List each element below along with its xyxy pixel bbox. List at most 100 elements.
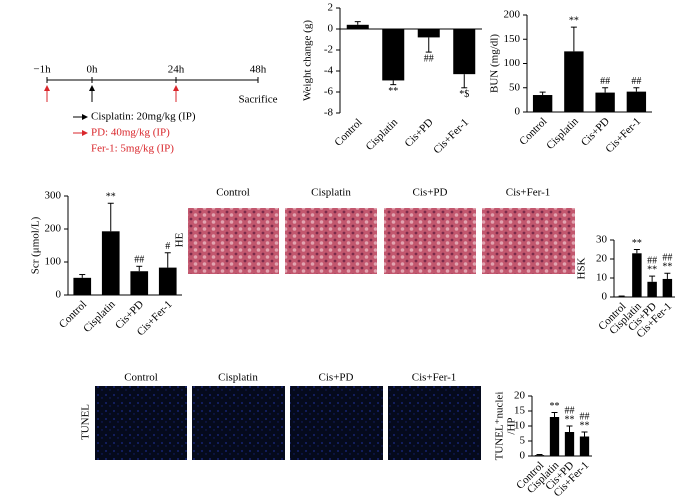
micrograph bbox=[384, 208, 476, 274]
y-tick-label: 0 bbox=[602, 291, 608, 303]
significance: ** bbox=[647, 264, 657, 275]
bar bbox=[382, 29, 405, 81]
significance: *$ bbox=[459, 89, 469, 100]
y-tick-label: 100 bbox=[45, 256, 62, 268]
y-tick-label: -4 bbox=[324, 65, 334, 77]
legend-text: Cisplatin: 20mg/kg (IP) bbox=[91, 111, 196, 123]
y-axis-label: TUNEL⁺nuclei bbox=[494, 392, 506, 461]
significance: ** bbox=[569, 15, 579, 26]
timeline: −1h 0h 24h 48h Sacrifice Cisplatin: 20mg… bbox=[33, 64, 277, 155]
he-panel: HE Control Cisplatin Cis+PD Cis+Fer-1 bbox=[174, 187, 575, 274]
significance: ** bbox=[662, 262, 672, 273]
x-tick-label: Cisplatin bbox=[81, 298, 118, 335]
y-tick-label: 20 bbox=[596, 253, 608, 265]
bar bbox=[579, 436, 590, 456]
column-title: Cis+Fer-1 bbox=[412, 372, 456, 384]
significance: ** bbox=[565, 414, 575, 425]
bar bbox=[101, 231, 120, 295]
y-tick-label: 100 bbox=[504, 57, 521, 69]
y-axis-label: Weight change (g) bbox=[302, 20, 314, 101]
significance: ** bbox=[580, 420, 590, 431]
y-tick-label: -6 bbox=[324, 86, 334, 98]
significance: ## bbox=[580, 411, 590, 422]
bar bbox=[647, 281, 657, 297]
time-label: 0h bbox=[87, 64, 99, 76]
column-title: Cisplatin bbox=[218, 372, 258, 384]
column-title: Cis+PD bbox=[413, 187, 448, 199]
column-title: Control bbox=[216, 187, 250, 199]
bar bbox=[595, 92, 615, 112]
bar bbox=[564, 432, 575, 456]
y-tick-label: 10 bbox=[596, 272, 608, 284]
time-label: 24h bbox=[168, 64, 185, 76]
tunel-panel: TUNEL Control Cisplatin Cis+PD Cis+Fer-1 bbox=[80, 372, 481, 460]
column-title: Control bbox=[124, 372, 158, 384]
end-label: Sacrifice bbox=[238, 94, 277, 106]
y-axis-label: HSK bbox=[576, 257, 588, 279]
row-label: HE bbox=[174, 232, 186, 247]
y-tick-label: 300 bbox=[45, 190, 62, 202]
micrograph bbox=[285, 208, 377, 274]
y-tick-label: -2 bbox=[324, 44, 333, 56]
y-tick-label: 0 bbox=[515, 106, 521, 118]
bar bbox=[564, 51, 584, 112]
bar bbox=[453, 29, 476, 75]
column-title: Cisplatin bbox=[311, 187, 351, 199]
significance: ## bbox=[631, 76, 641, 87]
y-tick-label: 200 bbox=[504, 9, 521, 21]
bar bbox=[532, 95, 553, 112]
significance: ** bbox=[632, 238, 642, 249]
x-tick-label: Control bbox=[332, 116, 364, 148]
x-tick-label: Cisplatin bbox=[544, 115, 581, 152]
significance: ## bbox=[647, 255, 657, 266]
time-label: −1h bbox=[33, 64, 51, 76]
significance: ## bbox=[424, 53, 434, 64]
y-tick-label: 200 bbox=[45, 223, 62, 235]
significance: # bbox=[165, 241, 170, 252]
y-axis-label: Scr (μmol/L) bbox=[30, 216, 42, 274]
y-tick-label: 0 bbox=[56, 289, 62, 301]
column-title: Cis+PD bbox=[319, 372, 354, 384]
legend-text: PD: 40mg/kg (IP) bbox=[91, 127, 170, 139]
y-tick-label: 30 bbox=[596, 234, 608, 246]
y-tick-label: 150 bbox=[504, 33, 521, 45]
y-tick-label: 20 bbox=[514, 390, 526, 402]
significance: ## bbox=[134, 255, 144, 266]
x-tick-label: Cis+PD bbox=[402, 116, 435, 149]
y-tick-label: 2 bbox=[328, 2, 334, 14]
column-title: Cis+Fer-1 bbox=[506, 187, 550, 199]
bar bbox=[626, 91, 647, 112]
micrograph bbox=[188, 208, 279, 274]
significance: ## bbox=[600, 76, 610, 87]
significance: ** bbox=[388, 86, 398, 97]
bar bbox=[534, 455, 545, 456]
micrograph bbox=[290, 386, 383, 460]
y-tick-label: 15 bbox=[514, 405, 526, 417]
y-axis-label: BUN (mg/dl) bbox=[489, 34, 501, 93]
micrograph bbox=[95, 386, 187, 460]
bar bbox=[158, 267, 177, 295]
row-label: TUNEL bbox=[80, 404, 92, 440]
bar bbox=[130, 271, 149, 295]
y-tick-label: 0 bbox=[520, 450, 526, 462]
bar bbox=[549, 417, 560, 456]
x-tick-label: Cis+Fer-1 bbox=[431, 116, 471, 156]
micrograph bbox=[192, 386, 285, 460]
significance: ## bbox=[565, 405, 575, 416]
bar bbox=[417, 29, 440, 38]
significance: ## bbox=[662, 253, 672, 264]
micrograph bbox=[388, 386, 481, 460]
y-tick-label: 0 bbox=[328, 23, 334, 35]
bar bbox=[346, 24, 369, 29]
x-tick-label: Cisplatin bbox=[364, 116, 401, 153]
bar bbox=[632, 253, 642, 297]
y-axis-label: /HP bbox=[506, 417, 518, 434]
y-tick-label: 5 bbox=[520, 435, 526, 447]
y-tick-label: 10 bbox=[514, 420, 526, 432]
significance: ** bbox=[106, 192, 116, 203]
legend-text: Fer-1: 5mg/kg (IP) bbox=[91, 143, 174, 155]
bar bbox=[73, 277, 92, 295]
bar bbox=[616, 296, 627, 297]
micrograph bbox=[482, 208, 575, 274]
